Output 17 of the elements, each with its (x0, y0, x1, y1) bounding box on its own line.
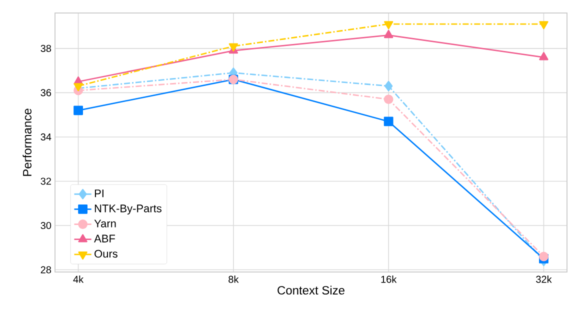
x-tick-label: 16k (381, 276, 397, 283)
y-tick-label: 34 (40, 133, 52, 141)
legend-label: ABF (94, 234, 115, 242)
legend-label: NTK-By-Parts (94, 204, 162, 214)
x-tick-label: 4k (73, 276, 84, 283)
legend-label: Yarn (94, 220, 116, 228)
legend-label: Ours (94, 250, 118, 258)
y-tick-label: 32 (40, 178, 51, 185)
x-axis-title: Context Size (278, 286, 344, 295)
legend-label: PI (94, 190, 104, 198)
y-tick-label: 36 (40, 89, 52, 96)
y-tick-label: 30 (40, 222, 52, 230)
y-axis-title: Performance (22, 108, 32, 176)
x-tick-label: 8k (228, 276, 239, 283)
x-tick-label: 32k (536, 276, 552, 283)
y-tick-label: 38 (40, 44, 52, 52)
y-tick-label: 28 (40, 266, 52, 274)
